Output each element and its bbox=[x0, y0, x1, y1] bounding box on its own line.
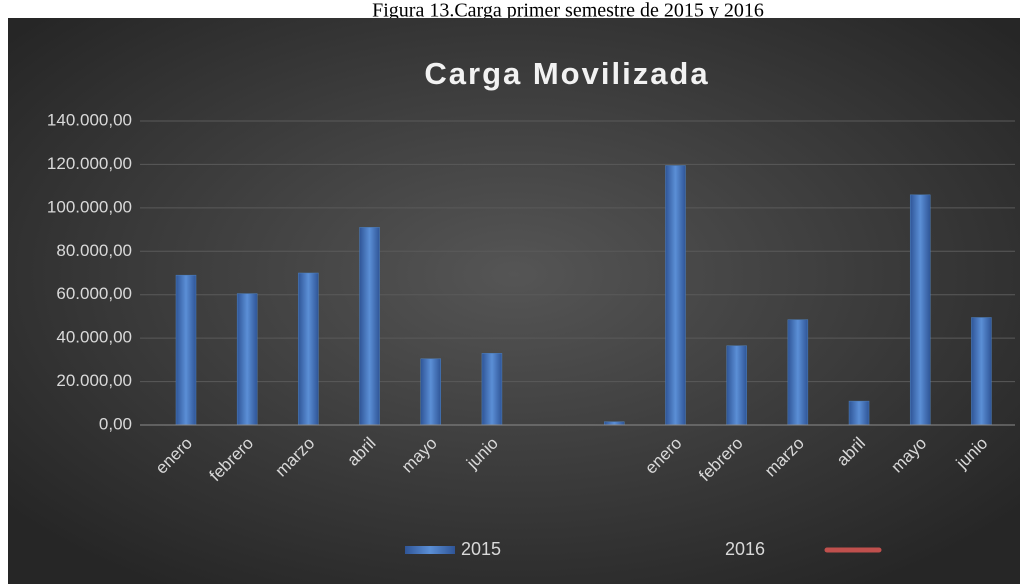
bar bbox=[298, 272, 319, 426]
bar bbox=[726, 345, 747, 426]
y-tick-label: 20.000,00 bbox=[56, 371, 132, 390]
y-tick-label: 80.000,00 bbox=[56, 241, 132, 260]
y-tick-label: 40.000,00 bbox=[56, 328, 132, 347]
chart-title: Carga Movilizada bbox=[424, 56, 709, 91]
y-tick-label: 140.000,00 bbox=[47, 110, 132, 129]
bar bbox=[481, 353, 503, 426]
y-tick-label: 0,00 bbox=[99, 414, 132, 433]
bar bbox=[420, 358, 441, 426]
legend-label: 2015 bbox=[461, 539, 501, 559]
bar bbox=[909, 194, 931, 426]
bar bbox=[175, 274, 197, 426]
y-tick-label: 120.000,00 bbox=[47, 154, 132, 173]
bar bbox=[848, 400, 870, 426]
bar bbox=[787, 319, 809, 426]
bar bbox=[971, 317, 992, 426]
y-tick-label: 60.000,00 bbox=[56, 284, 132, 303]
bar bbox=[665, 165, 686, 426]
chart-background bbox=[8, 18, 1020, 584]
legend-label: 2016 bbox=[725, 539, 765, 559]
caption: Figura 13.Carga primer semestre de 2015 … bbox=[372, 0, 764, 22]
bar bbox=[359, 227, 380, 426]
bar bbox=[236, 293, 258, 426]
y-tick-label: 100.000,00 bbox=[47, 197, 132, 216]
legend-swatch bbox=[405, 546, 455, 554]
